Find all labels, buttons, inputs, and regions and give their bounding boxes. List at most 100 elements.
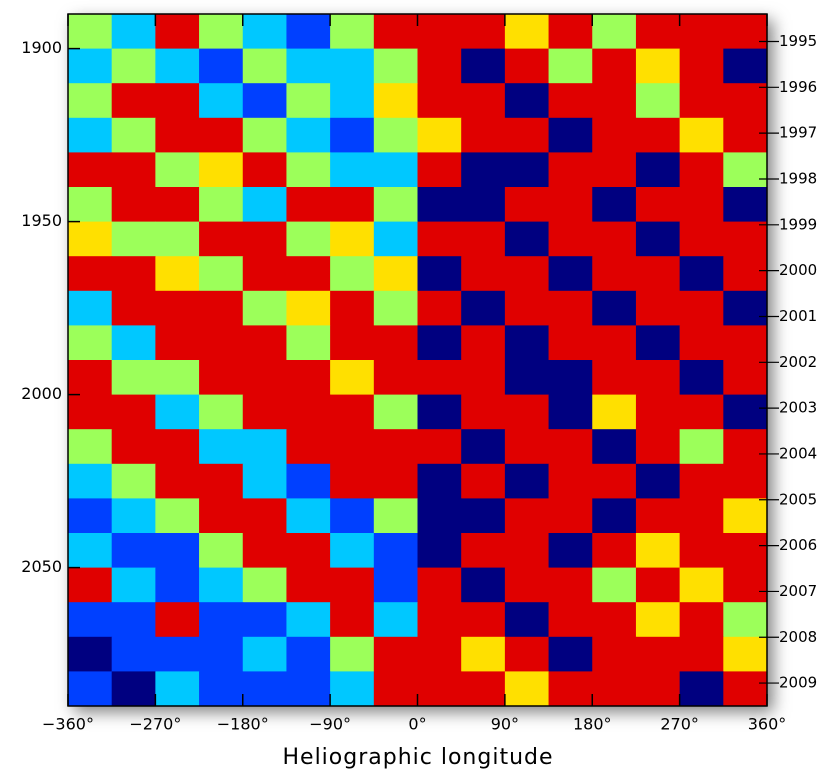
heatmap-cell [112,118,156,153]
heatmap-cell [286,222,330,257]
heatmap-cell [592,671,636,706]
heatmap-cell [286,429,330,464]
heatmap-cell [155,671,199,706]
heatmap-cell [461,464,505,499]
heatmap-cell [680,395,724,430]
heatmap-cell [286,637,330,672]
heatmap-cell [549,360,593,395]
heatmap-cell [461,429,505,464]
heatmap-cell [68,637,112,672]
heatmap-cell [68,429,112,464]
heatmap-cell [199,222,243,257]
heatmap-cell [549,395,593,430]
x-tick-label: 90° [491,715,519,734]
heatmap-cell [549,602,593,637]
heatmap-cell [636,118,680,153]
heatmap-cell [680,602,724,637]
heatmap-cell [592,152,636,187]
heatmap-cell [68,568,112,603]
heatmap-cell [549,464,593,499]
heatmap-cell [461,325,505,360]
y2-tick-label: 1997 [779,124,817,142]
heatmap-cell [68,498,112,533]
heatmap-cell [112,498,156,533]
heatmap-cell [199,360,243,395]
heatmap-cell [243,464,287,499]
heatmap-cell [199,637,243,672]
heatmap-cell [592,602,636,637]
heatmap-cell [418,14,462,49]
heatmap-cell [155,14,199,49]
heatmap-cell [461,14,505,49]
heatmap-cell [680,533,724,568]
heatmap-cell [112,395,156,430]
heatmap-cell [155,360,199,395]
heatmap-cell [286,49,330,84]
heatmap-cell [723,222,767,257]
heatmap-cell [112,187,156,222]
heatmap-cell [374,671,418,706]
heatmap-cell [592,498,636,533]
heatmap-cell [461,118,505,153]
heatmap-cell [636,464,680,499]
heatmap-cell [243,256,287,291]
heatmap-cell [68,325,112,360]
heatmap-cell [636,256,680,291]
heatmap-cell [286,118,330,153]
heatmap-cell [374,291,418,326]
heatmap-cell [330,49,374,84]
heatmap-cell [505,256,549,291]
heatmap-cell [68,222,112,257]
heatmap-cell [243,395,287,430]
heatmap-cell [461,498,505,533]
heatmap-cell [461,360,505,395]
heatmap-cell [286,464,330,499]
heatmap-cell [461,602,505,637]
heatmap-cell [155,464,199,499]
heatmap-cell [330,533,374,568]
heatmap-cell [199,568,243,603]
heatmap-cell [592,187,636,222]
x-tick-label: 360° [748,715,787,734]
heatmap [68,14,768,707]
heatmap-cell [636,360,680,395]
heatmap-cell [374,118,418,153]
y-tick-label: 2000 [21,384,62,403]
heatmap-cell [418,498,462,533]
heatmap-cell [723,14,767,49]
heatmap-cell [505,360,549,395]
heatmap-cell [374,568,418,603]
heatmap-cell [286,568,330,603]
heatmap-cell [505,637,549,672]
heatmap-cell [461,568,505,603]
heatmap-cell [723,464,767,499]
heatmap-cell [418,395,462,430]
heatmap-cell [243,187,287,222]
heatmap-cell [549,533,593,568]
heatmap-cell [155,83,199,118]
heatmap-cell [243,49,287,84]
heatmap-cell [549,568,593,603]
heatmap-cell [549,671,593,706]
heatmap-cell [374,325,418,360]
heatmap-cell [330,256,374,291]
heatmap-cell [549,325,593,360]
heatmap-cell [68,533,112,568]
x-tick-label: −180° [217,715,269,734]
heatmap-cell [155,325,199,360]
heatmap-cell [505,533,549,568]
y2-tick-label: 2003 [779,399,817,417]
heatmap-cell [418,602,462,637]
y2-tick-label: 1996 [779,78,817,96]
heatmap-cell [155,152,199,187]
heatmap-cell [461,256,505,291]
heatmap-cell [155,187,199,222]
heatmap-cell [680,464,724,499]
heatmap-cell [374,360,418,395]
heatmap-cell [723,83,767,118]
heatmap-cell [461,395,505,430]
heatmap-cell [723,602,767,637]
heatmap-cell [243,602,287,637]
heatmap-cell [330,568,374,603]
heatmap-cell [461,49,505,84]
